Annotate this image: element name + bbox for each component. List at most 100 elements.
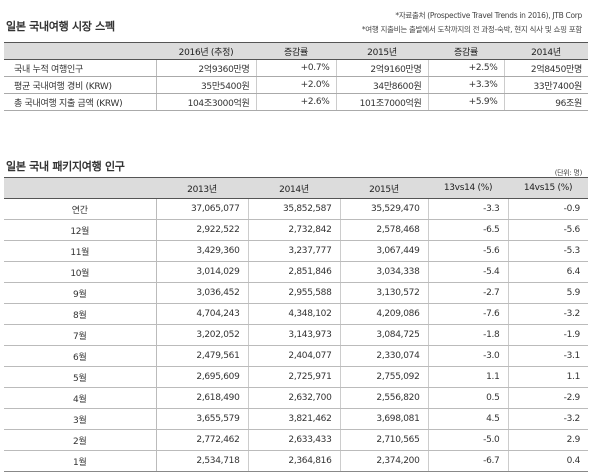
column-header xyxy=(4,177,156,199)
table-cell: 2,725,971 xyxy=(248,366,341,388)
table-cell: -1.8 xyxy=(428,324,509,346)
row-label: 8월 xyxy=(4,303,157,325)
table-row: 1월 2,534,718 2,364,816 2,374,200 -6.7 0.4 xyxy=(4,450,588,472)
table-cell: 35,529,470 xyxy=(340,198,429,220)
column-header: 증감률 xyxy=(428,42,504,60)
table-cell: 3,655,579 xyxy=(156,408,249,430)
table-cell: 2억9160만명 xyxy=(336,59,429,77)
section1-title: 일본 국내여행 시장 스펙 xyxy=(6,20,115,33)
table-cell: -5.4 xyxy=(428,261,509,283)
table-cell: 2,374,200 xyxy=(340,450,429,472)
table-cell: 104조3000억원 xyxy=(156,93,257,111)
row-label: 11월 xyxy=(4,240,157,262)
column-header xyxy=(4,42,156,60)
table-cell: 4,209,086 xyxy=(340,303,429,325)
table-cell: 3,034,338 xyxy=(340,261,429,283)
table-cell: -6.7 xyxy=(428,450,509,472)
table-cell: -2.9 xyxy=(508,387,588,409)
table-cell: 2,710,565 xyxy=(340,429,429,451)
row-label: 4월 xyxy=(4,387,157,409)
table-cell: 2,618,490 xyxy=(156,387,249,409)
row-label: 1월 xyxy=(4,450,157,472)
table-cell: -3.0 xyxy=(428,345,509,367)
table-cell: 2,364,816 xyxy=(248,450,341,472)
row-label: 10월 xyxy=(4,261,157,283)
table-row: 8월 4,704,243 4,348,102 4,209,086 -7.6 -3.2 xyxy=(4,303,588,325)
table-cell: 2.9 xyxy=(508,429,588,451)
table-row: 평균 국내여행 경비 (KRW) 35만5400원 +2.0% 34만8600원 +3.… xyxy=(4,76,588,94)
table-cell: -5.6 xyxy=(428,240,509,262)
table-cell: 3,698,081 xyxy=(340,408,429,430)
table-cell: 2,556,820 xyxy=(340,387,429,409)
market-spec-table: 2016년 (추정) 증감률 2015년 증감률 2014년 국내 누적 여행인… xyxy=(4,42,588,111)
table-cell: 35만5400원 xyxy=(156,76,257,94)
table-row: 11월 3,429,360 3,237,777 3,067,449 -5.6 -5.3 xyxy=(4,240,588,262)
table-row: 10월 3,014,029 2,851,846 3,034,338 -5.4 6.4 xyxy=(4,261,588,283)
table-cell: 3,143,973 xyxy=(248,324,341,346)
table-row: 국내 누적 여행인구 2억9360만명 +0.7% 2억9160만명 +2.5% 2억84… xyxy=(4,59,588,77)
table-cell: -0.9 xyxy=(508,198,588,220)
table-cell: 5.9 xyxy=(508,282,588,304)
table-row: 12월 2,922,522 2,732,842 2,578,468 -6.5 -5.6 xyxy=(4,219,588,241)
table-cell: 2,772,462 xyxy=(156,429,249,451)
row-label: 2월 xyxy=(4,429,157,451)
table-header-row: 2016년 (추정) 증감률 2015년 증감률 2014년 xyxy=(4,42,588,60)
table-cell: 4.5 xyxy=(428,408,509,430)
table-cell: 2,851,846 xyxy=(248,261,341,283)
table-row: 6월 2,479,561 2,404,077 2,330,074 -3.0 -3.1 xyxy=(4,345,588,367)
table-cell: 2억9360만명 xyxy=(156,59,257,77)
table-cell: 3,821,462 xyxy=(248,408,341,430)
table-cell: +2.5% xyxy=(428,59,505,77)
unit-label: (단위: 명) xyxy=(554,169,583,177)
table-cell: 0.4 xyxy=(508,450,588,472)
table-row: 3월 3,655,579 3,821,462 3,698,081 4.5 -3.2 xyxy=(4,408,588,430)
table-header-row: 2013년 2014년 2015년 13vs14 (%) 14vs15 (%) xyxy=(4,177,588,199)
column-header: 13vs14 (%) xyxy=(428,177,508,199)
table-cell: 2,732,842 xyxy=(248,219,341,241)
table-cell: -3.3 xyxy=(428,198,509,220)
table-cell: 3,084,725 xyxy=(340,324,429,346)
table-cell: 1.1 xyxy=(508,366,588,388)
table-cell: 2,632,700 xyxy=(248,387,341,409)
row-label: 9월 xyxy=(4,282,157,304)
table-cell: -2.7 xyxy=(428,282,509,304)
table-cell: 6.4 xyxy=(508,261,588,283)
row-label: 국내 누적 여행인구 xyxy=(4,59,157,77)
column-header: 2014년 xyxy=(248,177,340,199)
row-label: 6월 xyxy=(4,345,157,367)
table-cell: 1.1 xyxy=(428,366,509,388)
table-row: 9월 3,036,452 2,955,588 3,130,572 -2.7 5.9 xyxy=(4,282,588,304)
section2-title: 일본 국내 패키지여행 인구 xyxy=(6,160,125,173)
table-cell: +2.0% xyxy=(256,76,337,94)
table-cell: 37,065,077 xyxy=(156,198,249,220)
table-cell: +3.3% xyxy=(428,76,505,94)
column-header: 2015년 xyxy=(340,177,428,199)
column-header: 증감률 xyxy=(256,42,336,60)
table-cell: -5.3 xyxy=(508,240,588,262)
column-header: 2015년 xyxy=(336,42,428,60)
table-cell: -3.2 xyxy=(508,303,588,325)
expense-note: *여행 지출비는 출발에서 도착까지의 전 과정-숙박, 현지 식사 및 쇼핑 … xyxy=(361,25,582,34)
column-header: 2014년 xyxy=(504,42,588,60)
table-cell: 2,330,074 xyxy=(340,345,429,367)
row-label: 3월 xyxy=(4,408,157,430)
table-row: 5월 2,695,609 2,725,971 2,755,092 1.1 1.1 xyxy=(4,366,588,388)
table-cell: 35,852,587 xyxy=(248,198,341,220)
row-label: 평균 국내여행 경비 (KRW) xyxy=(4,76,157,94)
row-label: 7월 xyxy=(4,324,157,346)
table-cell: 2,755,092 xyxy=(340,366,429,388)
table-row: 2월 2,772,462 2,633,433 2,710,565 -5.0 2.9 xyxy=(4,429,588,451)
row-label: 5월 xyxy=(4,366,157,388)
table-cell: 2,922,522 xyxy=(156,219,249,241)
table-cell: 2,578,468 xyxy=(340,219,429,241)
table-cell: -5.0 xyxy=(428,429,509,451)
table-cell: -1.9 xyxy=(508,324,588,346)
table-row: 7월 3,202,052 3,143,973 3,084,725 -1.8 -1.9 xyxy=(4,324,588,346)
table-cell: 3,237,777 xyxy=(248,240,341,262)
table-row: 총 국내여행 지출 금액 (KRW) 104조3000억원 +2.6% 101조700… xyxy=(4,93,588,111)
table-cell: -6.5 xyxy=(428,219,509,241)
source-note: *자료출처 (Prospective Travel Trends in 2016… xyxy=(395,11,582,20)
table-cell: +0.7% xyxy=(256,59,337,77)
table-cell: +2.6% xyxy=(256,93,337,111)
table-cell: 2,633,433 xyxy=(248,429,341,451)
